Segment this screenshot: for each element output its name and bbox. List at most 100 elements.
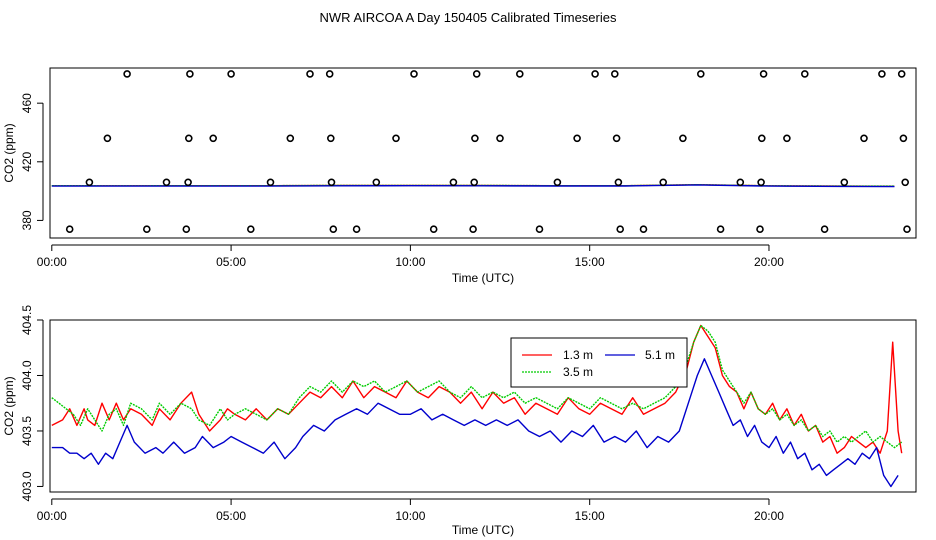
top-x-tick-label: 20:00 [754, 255, 784, 269]
top-scatter-point [410, 70, 418, 78]
top-scatter-point [182, 225, 191, 233]
bottom-series-line-3-5-m [51, 324, 903, 449]
legend: 1.3 m 5.1 m 3.5 m [510, 337, 688, 388]
top-scatter-point [326, 134, 335, 143]
top-scatter-point [901, 178, 910, 187]
top-scatter-point [469, 225, 477, 233]
top-scatter-point [614, 178, 623, 187]
top-scatter-point [185, 134, 193, 143]
top-scatter-point [472, 70, 481, 78]
top-scatter-point [247, 225, 255, 233]
top-scatter-point [820, 225, 829, 233]
top-scatter-point [757, 134, 766, 143]
top-scatter-point [392, 134, 400, 143]
top-scatter-point [840, 178, 849, 187]
figure-title: NWR AIRCOA A Day 150405 Calibrated Times… [320, 10, 617, 25]
top-scatter-point [800, 70, 809, 78]
top-x-tick-label: 00:00 [37, 255, 67, 269]
top-scatter-point [759, 70, 768, 78]
legend-label-1-3m: 1.3 m [563, 348, 593, 362]
top-x-tick-label: 10:00 [395, 255, 425, 269]
bottom-x-tick-label: 20:00 [754, 509, 784, 523]
top-axes: 00:00 05:00 10:00 15:00 20:00 380 420 460 [20, 93, 784, 269]
top-scatter-point [143, 225, 151, 233]
top-y-axis-label: CO2 (ppm) [2, 123, 16, 182]
bottom-x-tick-label: 10:00 [395, 509, 425, 523]
top-plot-marks [51, 70, 911, 233]
top-scatter-point [535, 225, 544, 233]
top-scatter-point [679, 134, 687, 143]
bottom-x-axis-label: Time (UTC) [452, 523, 514, 537]
top-scatter-point [162, 178, 171, 187]
top-x-axis-label: Time (UTC) [452, 271, 514, 285]
top-scatter-point [103, 134, 112, 143]
bottom-x-tick-label: 00:00 [37, 509, 67, 523]
top-scatter-point [372, 178, 381, 187]
top-scatter-point [306, 70, 314, 78]
top-scatter-point [123, 70, 131, 78]
bottom-y-axis-label: CO2 (ppm) [2, 376, 16, 435]
bottom-series-line-1-3-m [51, 324, 903, 454]
top-scatter-point [553, 178, 562, 187]
top-scatter-point [696, 70, 705, 78]
top-scatter-point [429, 225, 438, 233]
top-scatter-point [573, 134, 581, 143]
top-scatter-point [736, 178, 745, 187]
top-x-tick-label: 05:00 [216, 255, 246, 269]
legend-label-3-5m: 3.5 m [563, 365, 593, 379]
bottom-y-tick-label: 403.5 [20, 416, 34, 446]
top-y-tick-label: 460 [20, 93, 34, 113]
bottom-y-tick-label: 403.0 [20, 471, 34, 501]
top-scatter-point [85, 178, 94, 187]
top-panel: 00:00 05:00 10:00 15:00 20:00 380 420 460 Time … [2, 67, 917, 285]
bottom-plot-frame [49, 319, 917, 493]
bottom-plot-marks [51, 324, 903, 488]
top-scatter-point [757, 178, 765, 187]
top-plot-frame [49, 67, 917, 239]
top-x-tick-label: 15:00 [575, 255, 605, 269]
top-scatter-point [610, 70, 619, 78]
bottom-y-tick-label: 404.5 [20, 305, 34, 335]
top-scatter-point [496, 134, 504, 143]
top-scatter-point [266, 178, 275, 187]
top-scatter-point [329, 225, 338, 233]
top-y-tick-label: 420 [20, 151, 34, 171]
bottom-series-line-5-1-m [51, 358, 899, 488]
top-scatter-point [286, 134, 295, 143]
legend-label-5-1m: 5.1 m [645, 348, 675, 362]
top-scatter-point [716, 225, 725, 233]
top-series-line-5-1-m [51, 184, 895, 188]
top-scatter-point [783, 134, 791, 143]
top-scatter-point [515, 70, 524, 78]
top-scatter-point [756, 225, 764, 233]
top-scatter-point [186, 70, 194, 78]
top-scatter-point [325, 70, 334, 78]
top-scatter-point [449, 178, 458, 187]
bottom-y-tick-label: 404.0 [20, 360, 34, 390]
top-scatter-point [65, 225, 74, 233]
bottom-panel: 00:00 05:00 10:00 15:00 20:00 403.0 403.5 404.0… [2, 305, 917, 537]
top-scatter-point [184, 178, 192, 187]
top-scatter-point [591, 70, 599, 78]
top-scatter-point [352, 225, 361, 233]
top-scatter-point [897, 70, 906, 78]
top-scatter-point [639, 225, 648, 233]
top-scatter-point [470, 178, 479, 187]
top-scatter-point [903, 225, 911, 233]
bottom-axes: 00:00 05:00 10:00 15:00 20:00 403.0 403.5 404.0… [20, 305, 784, 523]
top-scatter-point [227, 70, 235, 78]
top-scatter-point [616, 225, 625, 233]
legend-box [510, 337, 688, 388]
bottom-x-tick-label: 05:00 [216, 509, 246, 523]
top-scatter-point [659, 178, 668, 187]
top-scatter-point [860, 134, 868, 143]
top-scatter-point [209, 134, 217, 143]
top-y-tick-label: 380 [20, 210, 34, 230]
top-scatter-point [899, 134, 908, 143]
bottom-x-tick-label: 15:00 [575, 509, 605, 523]
top-scatter-point [612, 134, 621, 143]
top-scatter-point [327, 178, 336, 187]
top-scatter-point [471, 134, 479, 143]
top-scatter-point [878, 70, 886, 78]
